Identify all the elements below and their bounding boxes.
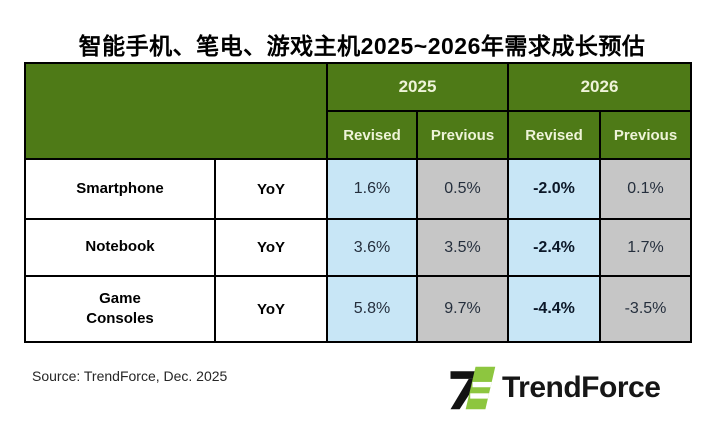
value-cell-2026-previous: 1.7%	[599, 218, 692, 277]
previous-2025-header: Previous	[416, 110, 509, 160]
metric-cell: YoY	[214, 218, 328, 277]
value-cell-2025-previous: 0.5%	[416, 158, 509, 220]
trendforce-logo: TrendForce	[449, 366, 661, 410]
value-cell-2025-revised: 5.8%	[326, 275, 418, 343]
value-cell-2026-revised: -4.4%	[507, 275, 601, 343]
trendforce-logo-text: TrendForce	[502, 371, 661, 404]
metric-cell: YoY	[214, 275, 328, 343]
table-row-game-consoles: Game Consoles YoY 5.8% 9.7% -4.4% -3.5%	[24, 275, 692, 343]
value-cell-2025-previous: 9.7%	[416, 275, 509, 343]
source-note: Source: TrendForce, Dec. 2025	[32, 368, 228, 384]
page-title: 智能手机、笔电、游戏主机2025~2026年需求成长预估	[78, 33, 646, 59]
forecast-table: 2025 2026 Revised Previous Revised Previ…	[24, 62, 692, 343]
value-cell-2025-previous: 3.5%	[416, 218, 509, 277]
value-cell-2025-revised: 3.6%	[326, 218, 418, 277]
value-cell-2026-revised: -2.0%	[507, 158, 601, 220]
corner-header-cell	[24, 62, 328, 160]
product-cell: Notebook	[24, 218, 216, 277]
revised-2026-header: Revised	[507, 110, 601, 160]
product-cell: Game Consoles	[24, 275, 216, 343]
value-cell-2026-previous: -3.5%	[599, 275, 692, 343]
value-cell-2025-revised: 1.6%	[326, 158, 418, 220]
sub-header-row: Revised Previous Revised Previous	[25, 110, 692, 160]
year-header-row: 2025 2026	[24, 62, 692, 160]
year-2025-header: 2025	[326, 62, 509, 112]
table-row-notebook: Notebook YoY 3.6% 3.5% -2.4% 1.7%	[24, 218, 692, 277]
year-2026-header: 2026	[507, 62, 692, 112]
value-cell-2026-previous: 0.1%	[599, 158, 692, 220]
metric-cell: YoY	[214, 158, 328, 220]
product-cell: Smartphone	[24, 158, 216, 220]
trendforce-logo-icon	[449, 366, 496, 410]
value-cell-2026-revised: -2.4%	[507, 218, 601, 277]
previous-2026-header: Previous	[599, 110, 692, 160]
table-row-smartphone: Smartphone YoY 1.6% 0.5% -2.0% 0.1%	[24, 158, 692, 220]
revised-2025-header: Revised	[326, 110, 418, 160]
forecast-table-wrap: 2025 2026 Revised Previous Revised Previ…	[24, 62, 692, 343]
